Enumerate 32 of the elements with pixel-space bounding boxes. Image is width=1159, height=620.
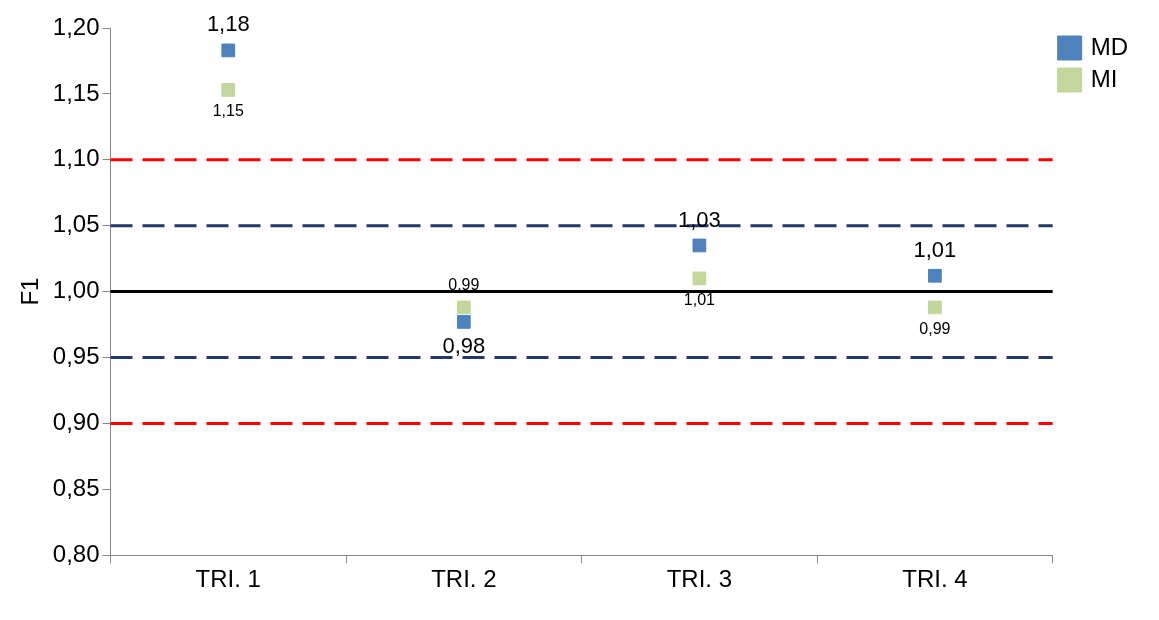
x-tick-label: TRI. 1 [195,565,261,593]
point [221,43,236,58]
legend-label: MI [1090,64,1118,92]
data-label: 1,15 [212,102,244,120]
x-tick-label: TRI. 3 [666,565,733,593]
y-tick-label: 0,90 [52,408,100,436]
y-tick-label: 1,15 [52,78,100,106]
point [456,315,471,329]
point [221,83,236,97]
data-label: 1,01 [683,290,716,308]
data-label: 1,18 [206,11,250,37]
y-tick-label: 1,00 [52,276,100,304]
y-tick-label: 0,80 [52,539,100,567]
y-tick-label: 1,20 [52,12,100,40]
point [456,300,471,315]
y-tick-label: 1,05 [52,210,100,238]
y-tick-label: 0,95 [52,342,100,370]
data-label: 1,01 [913,236,957,262]
y-tick-label: 0,85 [52,473,100,501]
data-label: 1,03 [677,206,721,232]
data-label: 0,99 [448,275,480,293]
y-tick-label: 1,10 [52,144,100,172]
point [692,271,707,286]
x-tick-label: TRI. 4 [902,565,968,593]
data-label: 0,98 [442,332,486,358]
data-label: 0,99 [919,319,951,337]
y-axis-title: F1 [16,277,44,306]
legend-label: MD [1090,32,1128,60]
x-tick-label: TRI. 2 [431,565,497,593]
point [692,238,707,253]
point [928,268,942,283]
point [928,300,942,315]
